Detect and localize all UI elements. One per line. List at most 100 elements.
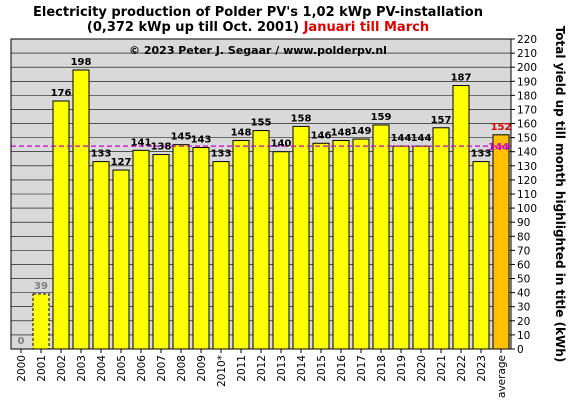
bar — [72, 69, 90, 350]
bar — [412, 145, 430, 350]
bar-value-label: 0 — [18, 336, 25, 347]
bar-value-label: 149 — [351, 126, 372, 137]
x-tick-label: 2011 — [236, 355, 248, 382]
bar — [472, 161, 490, 350]
bar — [432, 127, 450, 350]
x-tick-label: 2016 — [336, 355, 348, 382]
chart-subtitle-red: Januari till March — [303, 20, 429, 35]
y-tick-label: 130 — [517, 161, 537, 173]
y-tick-label: 30 — [517, 302, 530, 314]
bar — [392, 145, 410, 350]
y-tick-label: 170 — [517, 104, 537, 116]
y-tick-label: 40 — [517, 288, 530, 300]
y-tick-label: 50 — [517, 274, 530, 286]
bar-value-label: 176 — [51, 88, 72, 99]
bar — [212, 161, 230, 350]
bar — [312, 142, 330, 350]
x-tick-label: 2006 — [136, 355, 148, 382]
y-tick-label: 20 — [517, 316, 530, 328]
y-tick-label: 200 — [517, 62, 537, 74]
chart-subtitle-black: (0,372 kWp up till Oct. 2001) — [87, 20, 304, 35]
x-tick-label: 2002 — [56, 355, 68, 382]
y-tick-label: 100 — [517, 203, 537, 215]
bar-value-label: 152 — [491, 122, 512, 133]
bar-value-label: 133 — [211, 149, 232, 160]
bar-value-label: 140 — [271, 139, 292, 150]
x-tick-label: 2000 — [16, 355, 28, 382]
bar — [92, 161, 110, 350]
bar — [152, 154, 170, 350]
bar — [492, 134, 510, 350]
x-tick-label: 2001 — [36, 355, 48, 382]
bar — [132, 149, 150, 350]
bar — [452, 85, 470, 350]
x-tick-label: 2017 — [356, 355, 368, 382]
bar-value-label: 39 — [34, 281, 48, 292]
x-tick-label: 2019 — [396, 355, 408, 382]
y-tick-label: 0 — [517, 344, 524, 356]
y-tick-label: 90 — [517, 217, 530, 229]
bar-value-label: 138 — [151, 142, 172, 153]
bar-value-label: 144 — [391, 133, 412, 144]
bar — [192, 147, 210, 350]
bar-value-label: 157 — [431, 115, 452, 126]
y-tick-label: 180 — [517, 90, 537, 102]
x-tick-label: 2018 — [376, 355, 388, 382]
reference-line-group: 144 — [11, 142, 511, 153]
x-tick-label: 2010* — [216, 355, 228, 387]
bars — [32, 69, 510, 350]
x-tick-label: average — [496, 355, 508, 398]
x-tick-label: 2023 — [476, 355, 488, 382]
x-tick-label: 2008 — [176, 355, 188, 382]
y-tick-label: 70 — [517, 245, 530, 257]
x-tick-label: 2004 — [96, 355, 108, 382]
bar-value-label: 187 — [451, 73, 472, 84]
y-tick-label: 80 — [517, 231, 530, 243]
bar — [372, 124, 390, 350]
bar — [32, 293, 50, 350]
y-tick-label: 220 — [517, 34, 537, 46]
y-tick-label: 120 — [517, 175, 537, 187]
x-tick-label: 2013 — [276, 355, 288, 382]
x-tick-label: 2020 — [416, 355, 428, 382]
y-tick-label: 210 — [517, 48, 537, 60]
chart-subtitle: (0,372 kWp up till Oct. 2001) Januari ti… — [87, 20, 429, 35]
y-tick-label: 190 — [517, 76, 537, 88]
x-axis-ticks: 2000 2001 2002 2003 2004 2005 2006 2007 2008 2009… — [16, 349, 508, 398]
bar — [272, 151, 290, 350]
x-tick-label: 2009 — [196, 355, 208, 382]
bar-value-label: 133 — [471, 149, 492, 160]
bar — [292, 125, 310, 350]
y-tick-label: 160 — [517, 119, 537, 131]
x-tick-label: 2014 — [296, 355, 308, 382]
y-axis-ticks: 0 10 20 30 40 50 60 70 80 90 100 110 120 130 140 150 160… — [511, 34, 537, 356]
bar — [112, 169, 130, 350]
bar-value-label: 158 — [291, 113, 312, 124]
x-tick-label: 2003 — [76, 355, 88, 382]
bar — [352, 138, 370, 350]
y-tick-label: 140 — [517, 147, 537, 159]
bar-value-label: 144 — [411, 133, 432, 144]
bar-value-label: 145 — [171, 132, 192, 143]
x-tick-label: 2021 — [436, 355, 448, 382]
y-tick-label: 110 — [517, 189, 537, 201]
x-tick-label: 2007 — [156, 355, 168, 382]
chart-title: Electricity production of Polder PV's 1,… — [33, 5, 483, 20]
y-tick-label: 60 — [517, 259, 530, 271]
x-tick-label: 2005 — [116, 355, 128, 382]
y-tick-label: 150 — [517, 133, 537, 145]
bar-value-label: 143 — [191, 135, 212, 146]
x-tick-label: 2022 — [456, 355, 468, 382]
bar — [232, 139, 250, 350]
x-tick-label: 2012 — [256, 355, 268, 382]
y-axis-label: Total yield up till month highlighted in… — [553, 26, 567, 363]
bar-value-label: 155 — [251, 118, 272, 129]
bar-value-label: 127 — [111, 157, 132, 168]
copyright-text: © 2023 Peter J. Segaar / www.polderpv.nl — [129, 44, 387, 57]
bar-value-label: 148 — [231, 127, 252, 138]
bar — [252, 130, 270, 350]
x-tick-label: 2015 — [316, 355, 328, 382]
bar-value-label: 198 — [71, 57, 92, 68]
bar-value-label: 146 — [311, 130, 332, 141]
